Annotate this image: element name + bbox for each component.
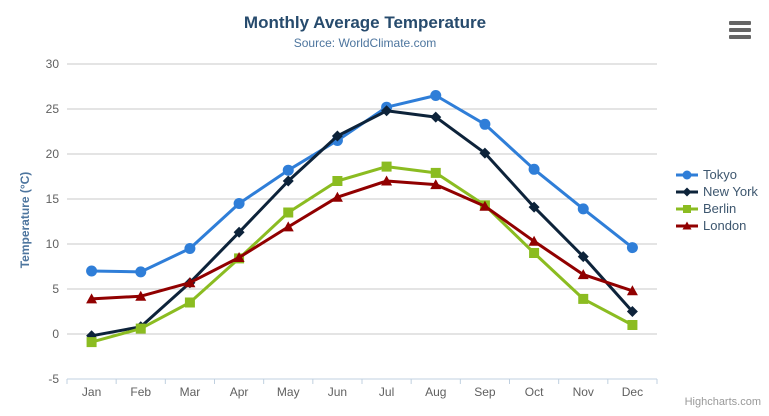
london-point-jan[interactable] bbox=[86, 293, 98, 304]
series-london[interactable] bbox=[86, 175, 638, 304]
berlin-point-mar[interactable] bbox=[184, 297, 195, 308]
london-legend-marker[interactable] bbox=[682, 221, 692, 229]
tokyo-point-sep[interactable] bbox=[479, 118, 491, 130]
berlin-legend-marker[interactable] bbox=[683, 204, 691, 213]
x-axis-tick-label: May bbox=[277, 385, 300, 399]
x-axis-tick-label: Dec bbox=[622, 385, 643, 399]
london-point-aug[interactable] bbox=[430, 179, 442, 190]
new-york-line bbox=[90, 109, 634, 338]
berlin-point-jun[interactable] bbox=[332, 176, 343, 186]
x-axis-tick-label: Jun bbox=[328, 385, 347, 399]
london-point-jun[interactable] bbox=[331, 191, 343, 202]
x-axis-tick-label: Apr bbox=[230, 385, 249, 399]
new-york-point-jun[interactable] bbox=[331, 130, 343, 142]
y-axis-tick-label: 0 bbox=[52, 327, 59, 341]
x-axis-tick-label: Mar bbox=[180, 385, 201, 399]
berlin-point-oct[interactable] bbox=[529, 248, 540, 258]
new-york-legend-marker[interactable] bbox=[682, 187, 692, 196]
new-york-point-apr[interactable] bbox=[233, 226, 245, 238]
series-new-york[interactable] bbox=[86, 105, 638, 342]
tokyo-point-jan[interactable] bbox=[86, 265, 98, 277]
y-axis-title: Temperature (°C) bbox=[18, 171, 32, 269]
tokyo-point-may[interactable] bbox=[282, 164, 294, 176]
y-axis-tick-label: 30 bbox=[46, 57, 60, 71]
legend-item-tokyo[interactable]: Tokyo bbox=[676, 166, 758, 183]
credits-link[interactable]: Highcharts.com bbox=[684, 396, 761, 408]
london-point-may[interactable] bbox=[282, 221, 294, 232]
legend-label: New York bbox=[703, 184, 758, 199]
berlin-point-jul[interactable] bbox=[381, 161, 392, 172]
new-york-point-sep[interactable] bbox=[479, 147, 491, 159]
x-axis-tick-label: Feb bbox=[130, 385, 151, 399]
series-tokyo[interactable] bbox=[86, 90, 638, 278]
legend-item-new-york[interactable]: New York bbox=[676, 183, 758, 200]
tokyo-point-dec[interactable] bbox=[626, 242, 638, 254]
london-series-marker-icon bbox=[676, 221, 698, 229]
series-berlin[interactable] bbox=[86, 161, 638, 348]
x-axis-tick-label: Oct bbox=[525, 385, 544, 399]
tokyo-point-nov[interactable] bbox=[577, 203, 589, 215]
y-axis-tick-label: 10 bbox=[46, 237, 60, 251]
london-point-nov[interactable] bbox=[577, 269, 589, 280]
london-point-sep[interactable] bbox=[479, 200, 491, 211]
tokyo-point-oct[interactable] bbox=[528, 163, 540, 175]
legend-label: Tokyo bbox=[703, 167, 737, 182]
berlin-point-may[interactable] bbox=[283, 207, 294, 218]
hamburger-icon bbox=[729, 20, 751, 25]
london-point-dec[interactable] bbox=[626, 285, 638, 296]
berlin-point-jan[interactable] bbox=[86, 337, 97, 348]
legend: Tokyo New York Berlin London bbox=[676, 166, 758, 234]
export-menu-button[interactable] bbox=[729, 20, 755, 42]
london-line bbox=[90, 179, 634, 301]
legend-item-london[interactable]: London bbox=[676, 217, 758, 234]
legend-label: Berlin bbox=[703, 201, 737, 216]
tokyo-series-marker-icon bbox=[676, 170, 698, 179]
y-axis-tick-label: 15 bbox=[46, 192, 60, 206]
london-point-jul[interactable] bbox=[381, 175, 393, 186]
legend-label: London bbox=[703, 218, 747, 233]
hamburger-icon bbox=[729, 27, 751, 32]
new-york-series-marker-icon bbox=[676, 187, 698, 196]
x-axis-tick-label: Jan bbox=[82, 385, 101, 399]
legend-item-berlin[interactable]: Berlin bbox=[676, 200, 758, 217]
x-axis-tick-label: Jul bbox=[379, 385, 394, 399]
new-york-point-may[interactable] bbox=[282, 175, 294, 187]
new-york-point-jul[interactable] bbox=[381, 105, 393, 117]
london-point-apr[interactable] bbox=[233, 252, 245, 262]
london-point-oct[interactable] bbox=[528, 235, 540, 246]
berlin-point-feb[interactable] bbox=[135, 323, 146, 334]
berlin-point-nov[interactable] bbox=[578, 293, 589, 304]
tokyo-legend-marker[interactable] bbox=[682, 170, 692, 179]
berlin-point-dec[interactable] bbox=[627, 320, 638, 330]
x-axis-tick-label: Nov bbox=[573, 385, 594, 399]
tokyo-point-mar[interactable] bbox=[184, 243, 196, 254]
tokyo-point-feb[interactable] bbox=[135, 266, 147, 278]
berlin-series-marker-icon bbox=[676, 204, 698, 213]
london-point-feb[interactable] bbox=[135, 290, 147, 301]
y-axis-tick-label: 5 bbox=[52, 282, 59, 296]
new-york-point-nov[interactable] bbox=[577, 251, 589, 263]
y-axis-tick-label: -5 bbox=[48, 372, 59, 386]
new-york-point-aug[interactable] bbox=[430, 111, 442, 123]
chart-subtitle: Source: WorldClimate.com bbox=[293, 36, 437, 50]
y-axis-tick-label: 25 bbox=[46, 102, 60, 116]
berlin-point-aug[interactable] bbox=[430, 167, 441, 178]
tokyo-point-apr[interactable] bbox=[233, 198, 245, 209]
tokyo-point-aug[interactable] bbox=[430, 90, 442, 101]
x-axis-tick-label: Aug bbox=[425, 385, 446, 399]
x-axis-tick-label: Sep bbox=[474, 385, 496, 399]
london-point-mar[interactable] bbox=[184, 277, 196, 288]
new-york-point-dec[interactable] bbox=[626, 306, 638, 317]
new-york-point-oct[interactable] bbox=[528, 201, 540, 213]
berlin-line bbox=[90, 165, 634, 344]
y-axis-tick-label: 20 bbox=[46, 147, 60, 161]
hamburger-icon bbox=[729, 34, 751, 39]
chart-title: Monthly Average Temperature bbox=[243, 13, 487, 32]
